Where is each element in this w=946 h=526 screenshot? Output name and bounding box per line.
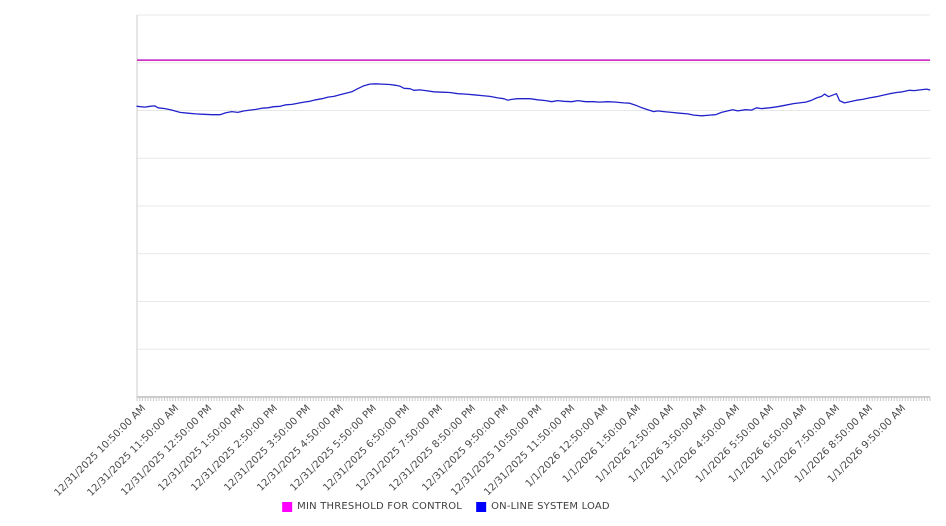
legend-swatch-blue	[476, 501, 487, 512]
legend-item-online-system-load[interactable]: ON-LINE SYSTEM LOAD	[476, 501, 610, 512]
legend-label-min-threshold-for-control: MIN THRESHOLD FOR CONTROL	[297, 501, 463, 512]
legend-item-min-threshold-for-control[interactable]: MIN THRESHOLD FOR CONTROL	[282, 501, 462, 512]
legend-label-online-system-load: ON-LINE SYSTEM LOAD	[491, 501, 610, 512]
legend-swatch-magenta	[282, 501, 293, 512]
series-online-system-load-line	[136, 83, 931, 117]
legend: MIN THRESHOLD FOR CONTROL ON-LINE SYSTEM…	[282, 501, 610, 512]
